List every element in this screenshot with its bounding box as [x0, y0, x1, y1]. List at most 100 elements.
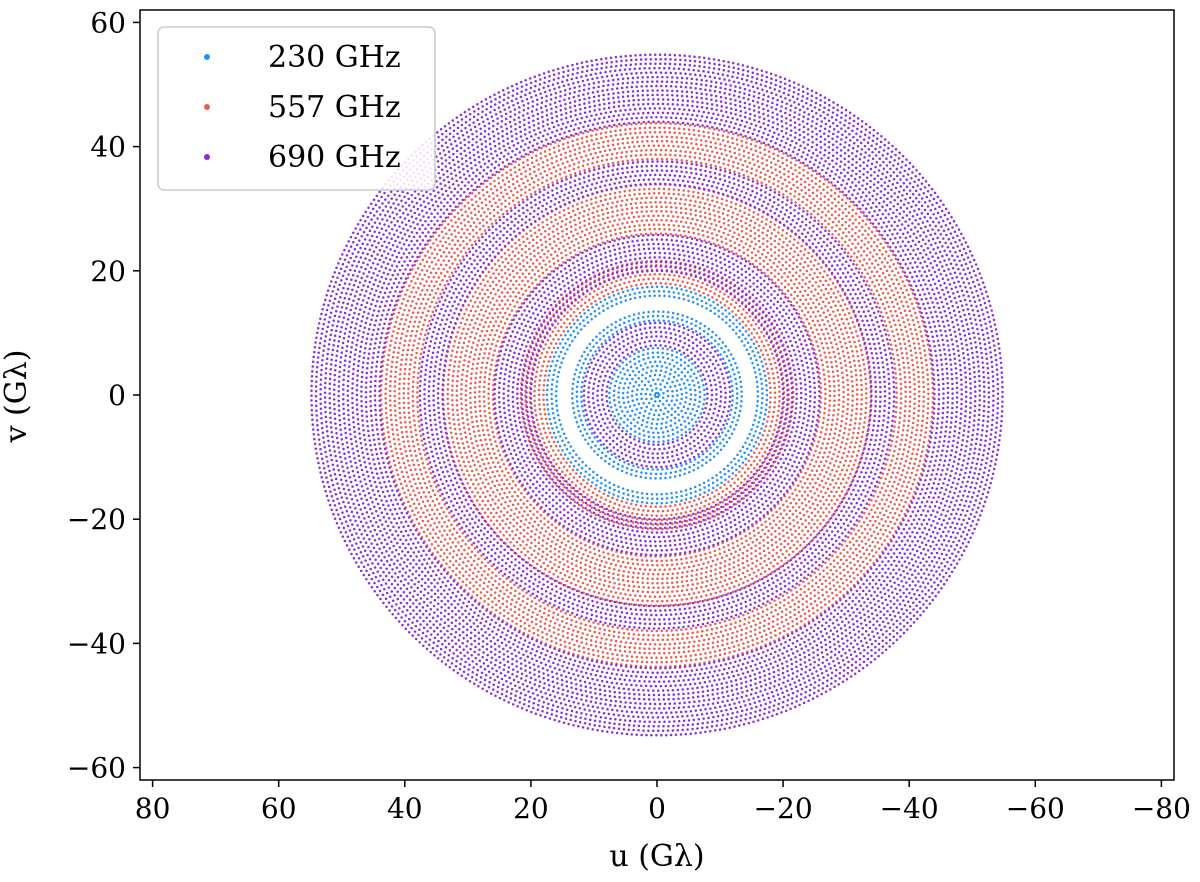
uv-point [837, 450, 841, 454]
uv-point [624, 128, 627, 131]
uv-point [492, 214, 496, 218]
uv-point [625, 123, 628, 127]
uv-point [886, 515, 890, 519]
uv-point [544, 245, 548, 249]
uv-point [573, 648, 576, 651]
uv-point [785, 513, 788, 516]
uv-point [472, 314, 475, 317]
uv-point [818, 578, 822, 582]
uv-point [919, 356, 923, 360]
uv-point [886, 292, 890, 295]
uv-point [837, 393, 841, 397]
uv-point [815, 604, 819, 607]
uv-point [515, 528, 519, 532]
uv-point [522, 615, 525, 619]
uv-point [497, 571, 501, 574]
uv-point [655, 139, 659, 143]
uv-point [888, 284, 892, 288]
uv-point [550, 157, 554, 160]
uv-point [463, 205, 467, 208]
uv-point [650, 656, 653, 659]
uv-point [870, 508, 873, 512]
uv-point [673, 201, 677, 205]
uv-point [536, 235, 539, 239]
uv-point [750, 138, 754, 142]
uv-point [729, 622, 733, 626]
uv-point [818, 179, 822, 183]
uv-point [812, 294, 816, 298]
uv-point [752, 247, 756, 250]
uv-point [782, 624, 786, 628]
uv-point [824, 397, 827, 401]
uv-point [503, 474, 506, 477]
uv-point [433, 504, 437, 507]
uv-point [548, 260, 551, 263]
uv-point [505, 277, 509, 280]
uv-point [890, 459, 894, 462]
uv-point [671, 215, 675, 218]
uv-point [502, 195, 505, 199]
uv-point [506, 611, 510, 615]
uv-point [394, 419, 398, 422]
uv-point [393, 464, 397, 467]
uv-point [714, 141, 717, 145]
uv-point [844, 247, 847, 251]
uv-point [917, 342, 920, 346]
uv-point [455, 553, 459, 557]
uv-point [483, 352, 486, 355]
uv-point [879, 298, 883, 301]
uv-point [883, 320, 886, 323]
uv-point [909, 298, 912, 301]
uv-point [486, 207, 490, 211]
uv-point [846, 197, 849, 200]
uv-point [413, 263, 416, 267]
uv-point [770, 265, 773, 269]
uv-point [585, 135, 588, 139]
uv-point [893, 466, 896, 470]
uv-point [522, 166, 525, 169]
uv-point [912, 342, 916, 345]
uv-point [826, 572, 829, 575]
uv-point [559, 638, 562, 642]
uv-point [552, 146, 556, 149]
uv-point [467, 327, 470, 331]
uv-point [800, 620, 803, 623]
uv-point [465, 413, 469, 417]
uv-point [609, 647, 612, 651]
uv-point [826, 332, 830, 335]
uv-point [743, 257, 747, 260]
uv-point [506, 261, 510, 265]
uv-point [390, 423, 394, 426]
uv-point [921, 376, 925, 379]
uv-point [770, 242, 773, 246]
uv-point [855, 383, 859, 387]
uv-point [554, 532, 558, 535]
uv-point [920, 424, 924, 427]
uv-point [826, 442, 829, 445]
uv-point [484, 564, 487, 568]
uv-point [563, 166, 567, 169]
uv-point [846, 393, 850, 396]
uv-point [852, 557, 855, 561]
uv-point [546, 183, 550, 187]
uv-point [891, 496, 895, 499]
uv-point [817, 591, 820, 595]
uv-point [486, 190, 489, 194]
uv-point [792, 297, 796, 300]
uv-point [797, 505, 801, 509]
uv-point [793, 195, 796, 198]
uv-point [855, 412, 858, 416]
uv-point [760, 635, 764, 638]
uv-point [526, 538, 530, 542]
uv-point [527, 153, 530, 156]
uv-point [425, 534, 428, 538]
uv-point [836, 413, 840, 416]
uv-point [829, 428, 833, 431]
uv-point [816, 200, 819, 204]
uv-point [410, 353, 413, 357]
uv-point [779, 176, 783, 179]
uv-point [904, 380, 907, 384]
uv-point [658, 647, 661, 651]
uv-point [842, 322, 845, 325]
uv-point [876, 485, 879, 489]
